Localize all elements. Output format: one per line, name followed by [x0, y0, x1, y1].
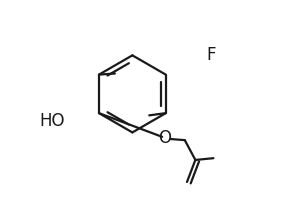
- Text: O: O: [158, 129, 171, 147]
- Text: F: F: [206, 46, 216, 64]
- Text: HO: HO: [40, 112, 65, 130]
